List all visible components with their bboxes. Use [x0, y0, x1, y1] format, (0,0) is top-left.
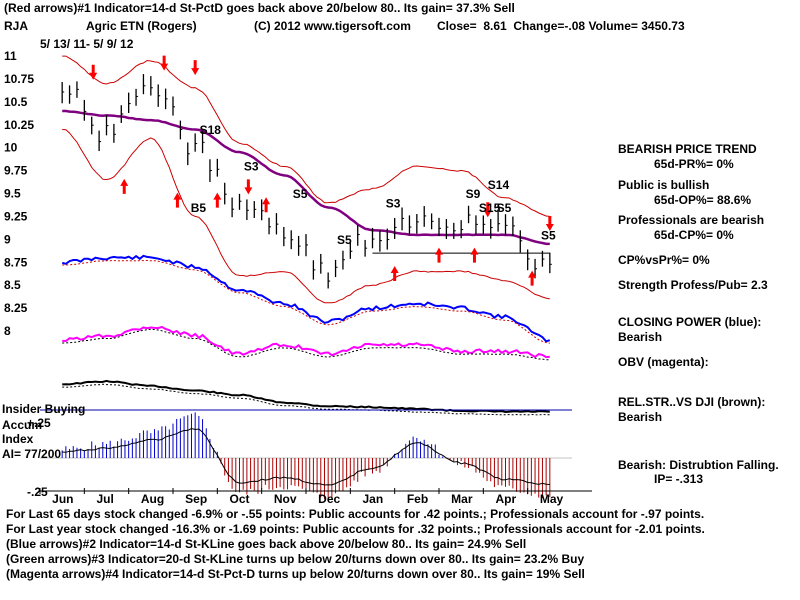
volume-value: 3450.73	[641, 19, 685, 33]
signal-label: S9	[466, 187, 481, 201]
y-tick-label: 9.75	[4, 164, 28, 178]
footer-magenta-arrows: (Magenta arrows)#4 Indicator=14-d St-Pct…	[6, 567, 585, 581]
buy-arrow-icon	[213, 192, 222, 208]
accum-label: Accum	[2, 418, 43, 432]
relstr-line-ma	[62, 383, 550, 416]
signal-label: S5	[541, 228, 556, 242]
signal-label: S5	[337, 233, 352, 247]
copyright: (C) 2012 www.tigersoft.com	[254, 19, 411, 33]
x-tick-label: Apr	[496, 492, 517, 506]
close-readout: Close= 8.61 Change=-.08 Volume= 3450.73	[437, 19, 685, 33]
obv-line-ma	[62, 328, 550, 361]
sell-arrow-icon	[89, 64, 98, 80]
lower-band	[62, 129, 550, 304]
professionals-title: Professionals are bearish	[618, 213, 765, 227]
volume-label: Volume=	[588, 19, 638, 33]
change-label: Change=	[513, 19, 565, 33]
close-label: Close=	[437, 19, 477, 33]
change-value: -.08	[564, 19, 586, 33]
footer-65-days: For Last 65 days stock changed -6.9% or …	[6, 507, 705, 521]
obv-label: OBV (magenta):	[618, 355, 709, 369]
y-tick-label: 10	[4, 141, 18, 155]
buy-arrow-icon	[120, 178, 129, 194]
signal-label: S15	[479, 201, 501, 215]
footer-last-year: For Last year stock changed -16.3% or -1…	[6, 522, 705, 536]
y-tick-label: 9	[4, 232, 11, 246]
ticker: RJA	[4, 19, 29, 33]
sell-arrow-icon	[191, 60, 200, 76]
signal-label: S5	[293, 187, 308, 201]
y-tick-label: 8.75	[4, 255, 28, 269]
x-tick-label: Nov	[274, 492, 297, 506]
sell-arrow-icon	[160, 55, 169, 71]
index-label: Index	[2, 432, 34, 446]
sell-arrow-icon	[244, 179, 253, 195]
y-tick-label: 10.5	[4, 95, 28, 109]
y-tick-label: 8	[4, 324, 11, 338]
buy-arrow-icon	[470, 247, 479, 263]
accum-plus-level: +.25	[27, 416, 51, 430]
ai-value: AI= 77/200	[2, 447, 62, 461]
public-title: Public is bullish	[618, 178, 710, 192]
strength-ratio: Strength Profess/Pub= 2.3	[618, 278, 768, 292]
cp-value: 65d-CP%= 0%	[654, 228, 734, 242]
date-range: 5/ 13/ 11- 5/ 9/ 12	[40, 37, 134, 51]
ip-value: IP= -.313	[654, 472, 704, 486]
accum-ma-line	[62, 427, 550, 486]
x-tick-label: Oct	[230, 492, 250, 506]
relstr-value: Bearish	[618, 410, 663, 424]
header-line-red-arrows: (Red arrows)#1 Indicator=14-d St-PctD go…	[4, 1, 515, 15]
cp-vs-pr: CP%vsPr%= 0%	[618, 253, 710, 267]
signal-label: S3	[386, 196, 401, 210]
y-tick-label: 8.5	[4, 278, 21, 292]
upper-band	[62, 55, 550, 217]
trend-title: BEARISH PRICE TREND	[618, 142, 757, 156]
insider-buying-label: Insider Buying	[2, 402, 86, 416]
buy-arrow-icon	[390, 266, 399, 281]
relstr-line	[62, 379, 550, 414]
signal-label: S5	[497, 201, 512, 215]
pr-value: 65d-PR%= 0%	[654, 157, 734, 171]
buy-arrow-icon	[528, 270, 537, 286]
x-tick-label: Mar	[451, 492, 473, 506]
bearish-distribution: Bearish: Distrubtion Falling.	[618, 458, 779, 472]
y-tick-label: 10.25	[4, 118, 34, 132]
obv-line	[62, 325, 550, 359]
signal-label: S18	[200, 123, 222, 137]
closing-power-title: CLOSING POWER (blue):	[618, 315, 762, 329]
buy-arrow-icon	[262, 197, 271, 213]
signal-label: B5	[191, 201, 207, 215]
buy-arrow-icon	[173, 192, 182, 208]
sell-arrow-icon	[545, 216, 554, 231]
x-tick-label: Aug	[141, 492, 164, 506]
buy-arrow-icon	[435, 247, 443, 263]
accum-minus-level: -.25	[27, 485, 48, 499]
y-tick-label: 9.25	[4, 209, 28, 223]
x-tick-label: Jan	[363, 492, 384, 506]
y-tick-label: 9.5	[4, 187, 21, 201]
footer-green-arrows: (Green arrows)#3 Indicator=20-d St-KLine…	[6, 552, 585, 566]
y-tick-label: 8.25	[4, 301, 28, 315]
sell-arrow-icon	[483, 202, 492, 218]
closing-power-line	[61, 254, 551, 343]
y-tick-label: 10.75	[4, 72, 34, 86]
closing-power-value: Bearish	[618, 330, 663, 344]
x-tick-label: Jul	[97, 492, 114, 506]
x-tick-label: Dec	[318, 492, 340, 506]
close-value: 8.61	[483, 19, 507, 33]
x-tick-label: Sep	[185, 492, 207, 506]
x-tick-label: Jun	[52, 492, 73, 506]
ma-series	[62, 109, 550, 246]
y-tick-label: 11	[4, 49, 17, 63]
footer-blue-arrows: (Blue arrows)#2 Indicator=14-d St-KLine …	[6, 537, 527, 551]
signal-label: S14	[488, 178, 510, 192]
x-tick-label: May	[540, 492, 564, 506]
relstr-title: REL.STR..VS DJI (brown):	[618, 395, 766, 409]
op-value: 65d-OP%= 88.6%	[654, 193, 752, 207]
signal-label: S3	[244, 160, 259, 174]
company-name: Agric ETN (Rogers)	[86, 19, 197, 33]
x-tick-label: Feb	[407, 492, 428, 506]
closing-power-line-ma	[62, 259, 550, 344]
